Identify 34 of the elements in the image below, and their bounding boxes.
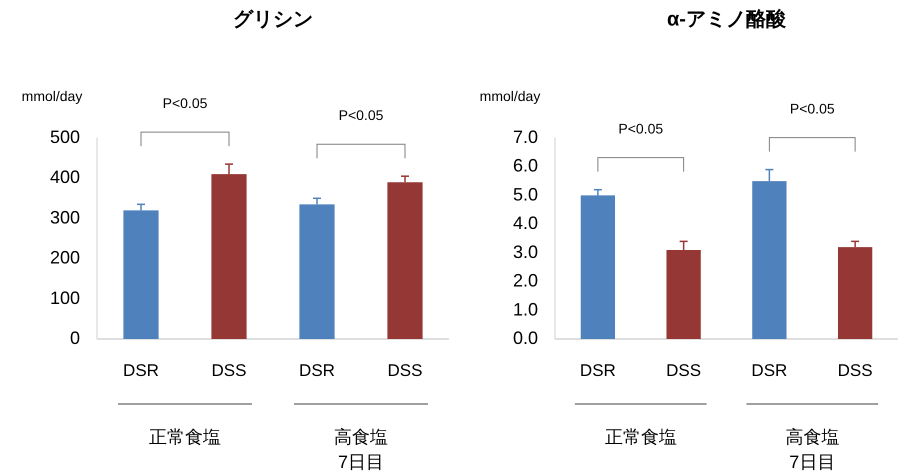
y-tick-label: 1.0: [512, 299, 538, 320]
y-tick-label: 7.0: [512, 126, 538, 147]
x-tick-label: DSR: [751, 360, 788, 380]
text: P<0.05: [618, 120, 664, 137]
text: 高食塩 7日目: [785, 426, 840, 472]
y-tick-label: 3.0: [512, 242, 538, 262]
chart-title: α-アミノ酪酸: [667, 8, 787, 31]
y-tick-label: 2.0: [512, 270, 538, 291]
x-tick-label: DSR: [299, 360, 335, 380]
y-tick-label: 5.0: [512, 184, 538, 204]
x-tick-label: DSS: [666, 360, 702, 380]
y-tick-label: 500: [50, 126, 80, 147]
text: 正常食塩: [149, 426, 221, 447]
x-tick-label: DSR: [580, 360, 616, 380]
y-tick-label: 6.0: [512, 156, 538, 176]
x-tick-label: DSS: [212, 360, 246, 380]
text: 高食塩 7日目: [334, 426, 388, 472]
y-axis-title: mmol/day: [480, 88, 540, 104]
text: 正常食塩: [604, 426, 677, 447]
x-tick-label: DSR: [123, 360, 159, 380]
text: P<0.05: [162, 94, 208, 111]
y-tick-label: 200: [50, 248, 80, 268]
text: P<0.05: [338, 107, 384, 124]
y-tick-label: 400: [50, 167, 80, 188]
x-tick-label: DSS: [388, 360, 422, 380]
text: P<0.05: [790, 100, 835, 116]
y-tick-label: 0.0: [512, 328, 538, 348]
y-axis-title: mmol/day: [22, 88, 82, 104]
y-tick-label: 100: [50, 288, 80, 308]
y-tick-label: 300: [50, 207, 80, 228]
chart-title: グリシン: [233, 8, 313, 31]
y-tick-label: 0: [70, 328, 80, 348]
x-tick-label: DSS: [838, 360, 873, 380]
y-tick-label: 4.0: [512, 213, 538, 234]
